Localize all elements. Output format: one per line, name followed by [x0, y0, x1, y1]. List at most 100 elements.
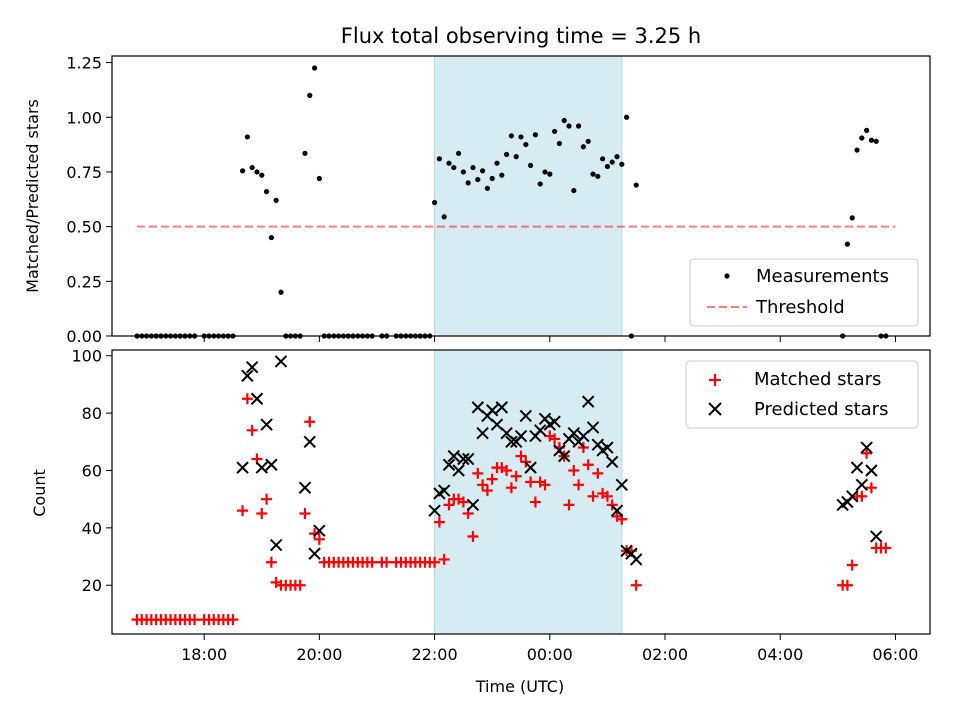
matched-star-point [573, 479, 585, 491]
measurement-point [580, 144, 587, 150]
measurement-point [499, 172, 505, 178]
measurement-point [859, 135, 865, 141]
predicted-star-point [548, 415, 561, 428]
measurement-point [446, 160, 452, 166]
ratio-panel-frame [111, 55, 931, 337]
matched-star-point [587, 490, 599, 502]
measurement-point [470, 164, 476, 171]
matched-star-point [381, 556, 393, 568]
matched-star-point [856, 490, 868, 502]
observing-window-band [434, 55, 623, 337]
measurement-point [513, 154, 519, 160]
x-tick-label: 04:00 [757, 645, 803, 664]
predicted-star-point [303, 435, 316, 449]
count-x-ticks: 18:00 20:00 22:00 00:00 02:00 04:00 06:00 [181, 634, 918, 664]
y-tick-label: 0.50 [66, 218, 102, 237]
predicted-star-point [260, 418, 273, 431]
legend-measurements-label: Measurements [756, 266, 889, 287]
matched-star-point [433, 516, 445, 528]
measurement-point [873, 138, 879, 144]
predicted-star-point [865, 464, 878, 477]
predicted-star-point [557, 449, 571, 463]
matched-star-point [525, 476, 537, 488]
observing-window-band [434, 349, 623, 635]
x-tick-label: 18:00 [181, 645, 227, 664]
predicted-star-point [581, 395, 595, 408]
matched-star-point [438, 553, 450, 565]
matched-star-point [880, 542, 892, 554]
predicted-star-point [630, 553, 643, 566]
predicted-star-point [860, 441, 873, 454]
matched-star-point [601, 490, 613, 502]
predicted-star-point [442, 458, 456, 471]
ratio-legend: Measurements Threshold [689, 258, 919, 327]
matched-star-point [568, 464, 580, 476]
matched-star-point [865, 482, 877, 494]
measurement-point [254, 169, 260, 175]
matched-star-point [366, 556, 378, 568]
measurement-point [239, 168, 246, 174]
y-tick-label: 100 [71, 347, 102, 366]
legend-threshold-label: Threshold [755, 297, 845, 318]
measurement-point [249, 164, 255, 171]
measurement-point [604, 163, 611, 170]
measurement-point [460, 169, 466, 175]
y-tick-label: 20 [82, 576, 102, 595]
measurement-point [532, 132, 539, 138]
measurement-point [451, 164, 457, 171]
matched-star-point [443, 499, 455, 511]
predicted-star-point [241, 369, 254, 383]
measurement-point [864, 127, 870, 133]
predicted-star-point [476, 426, 489, 440]
predicted-star-point [447, 449, 461, 463]
y-tick-label: 0.25 [66, 272, 102, 291]
x-tick-label: 20:00 [296, 645, 342, 664]
matched-star-point [510, 470, 522, 482]
measurement-point [595, 173, 601, 179]
count-y-ticks: 20 40 60 80 100 [71, 347, 112, 595]
measurement-point [455, 150, 462, 156]
measurement-point [316, 175, 322, 182]
measurement-point [609, 159, 615, 165]
ratio-y-axis-label: Matched/Predicted stars [23, 99, 42, 293]
legend-matched-marker [709, 374, 721, 386]
measurement-point [547, 171, 553, 177]
predicted-star-point [245, 361, 259, 374]
predicted-star-point [308, 547, 321, 560]
measurement-point [518, 134, 524, 140]
predicted-star-point [850, 461, 864, 474]
measurement-point [619, 161, 625, 167]
measurement-point [566, 123, 572, 129]
matched-star-point [481, 485, 493, 497]
matched-star-point [477, 479, 489, 491]
count-y-axis-label: Count [30, 469, 49, 517]
y-tick-label: 1.00 [66, 108, 102, 127]
predicted-star-point [533, 424, 547, 437]
predicted-star-point [610, 504, 624, 517]
x-tick-label: 00:00 [527, 645, 573, 664]
measurement-point [614, 154, 620, 160]
measurement-point [542, 169, 548, 175]
measurement-point [494, 160, 500, 166]
measurement-point [475, 176, 481, 183]
predicted-star-point [601, 441, 614, 454]
matched-star-point [501, 464, 513, 476]
x-tick-label: 06:00 [872, 645, 918, 664]
y-tick-label: 60 [82, 461, 102, 480]
measurement-point [849, 215, 855, 221]
measurement-point [263, 189, 270, 195]
ratio-panel: 0.00 0.25 0.50 0.75 1.00 1.25 Matched/Predict… [23, 54, 931, 346]
matched-star-point [309, 528, 321, 540]
measurement-point [273, 197, 279, 203]
count-panel: 20 40 60 80 100 18:00 20:00 22:00 00:00 02:00 04:… [30, 347, 931, 696]
predicted-star-point [461, 452, 475, 466]
y-tick-label: 80 [82, 404, 102, 423]
matched-star-point [429, 556, 441, 568]
measurement-point [268, 234, 274, 241]
matched-star-point [237, 505, 249, 517]
matched-star-point [294, 579, 306, 591]
measurement-point [302, 150, 308, 156]
predicted-star-point [567, 426, 581, 440]
ratio-x-ticks [203, 336, 896, 342]
